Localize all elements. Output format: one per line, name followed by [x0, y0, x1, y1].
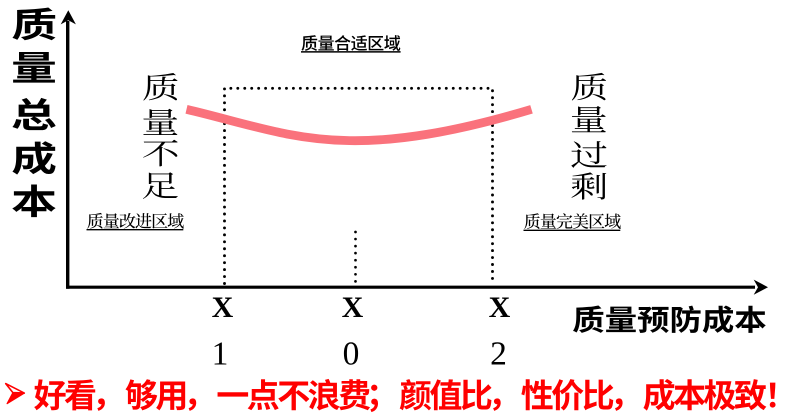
svg-text:X: X	[342, 291, 364, 324]
svg-text:0: 0	[343, 336, 360, 373]
svg-text:X: X	[489, 291, 511, 324]
svg-text:1: 1	[212, 336, 229, 373]
svg-text:2: 2	[490, 336, 507, 373]
svg-text:X: X	[212, 291, 234, 324]
